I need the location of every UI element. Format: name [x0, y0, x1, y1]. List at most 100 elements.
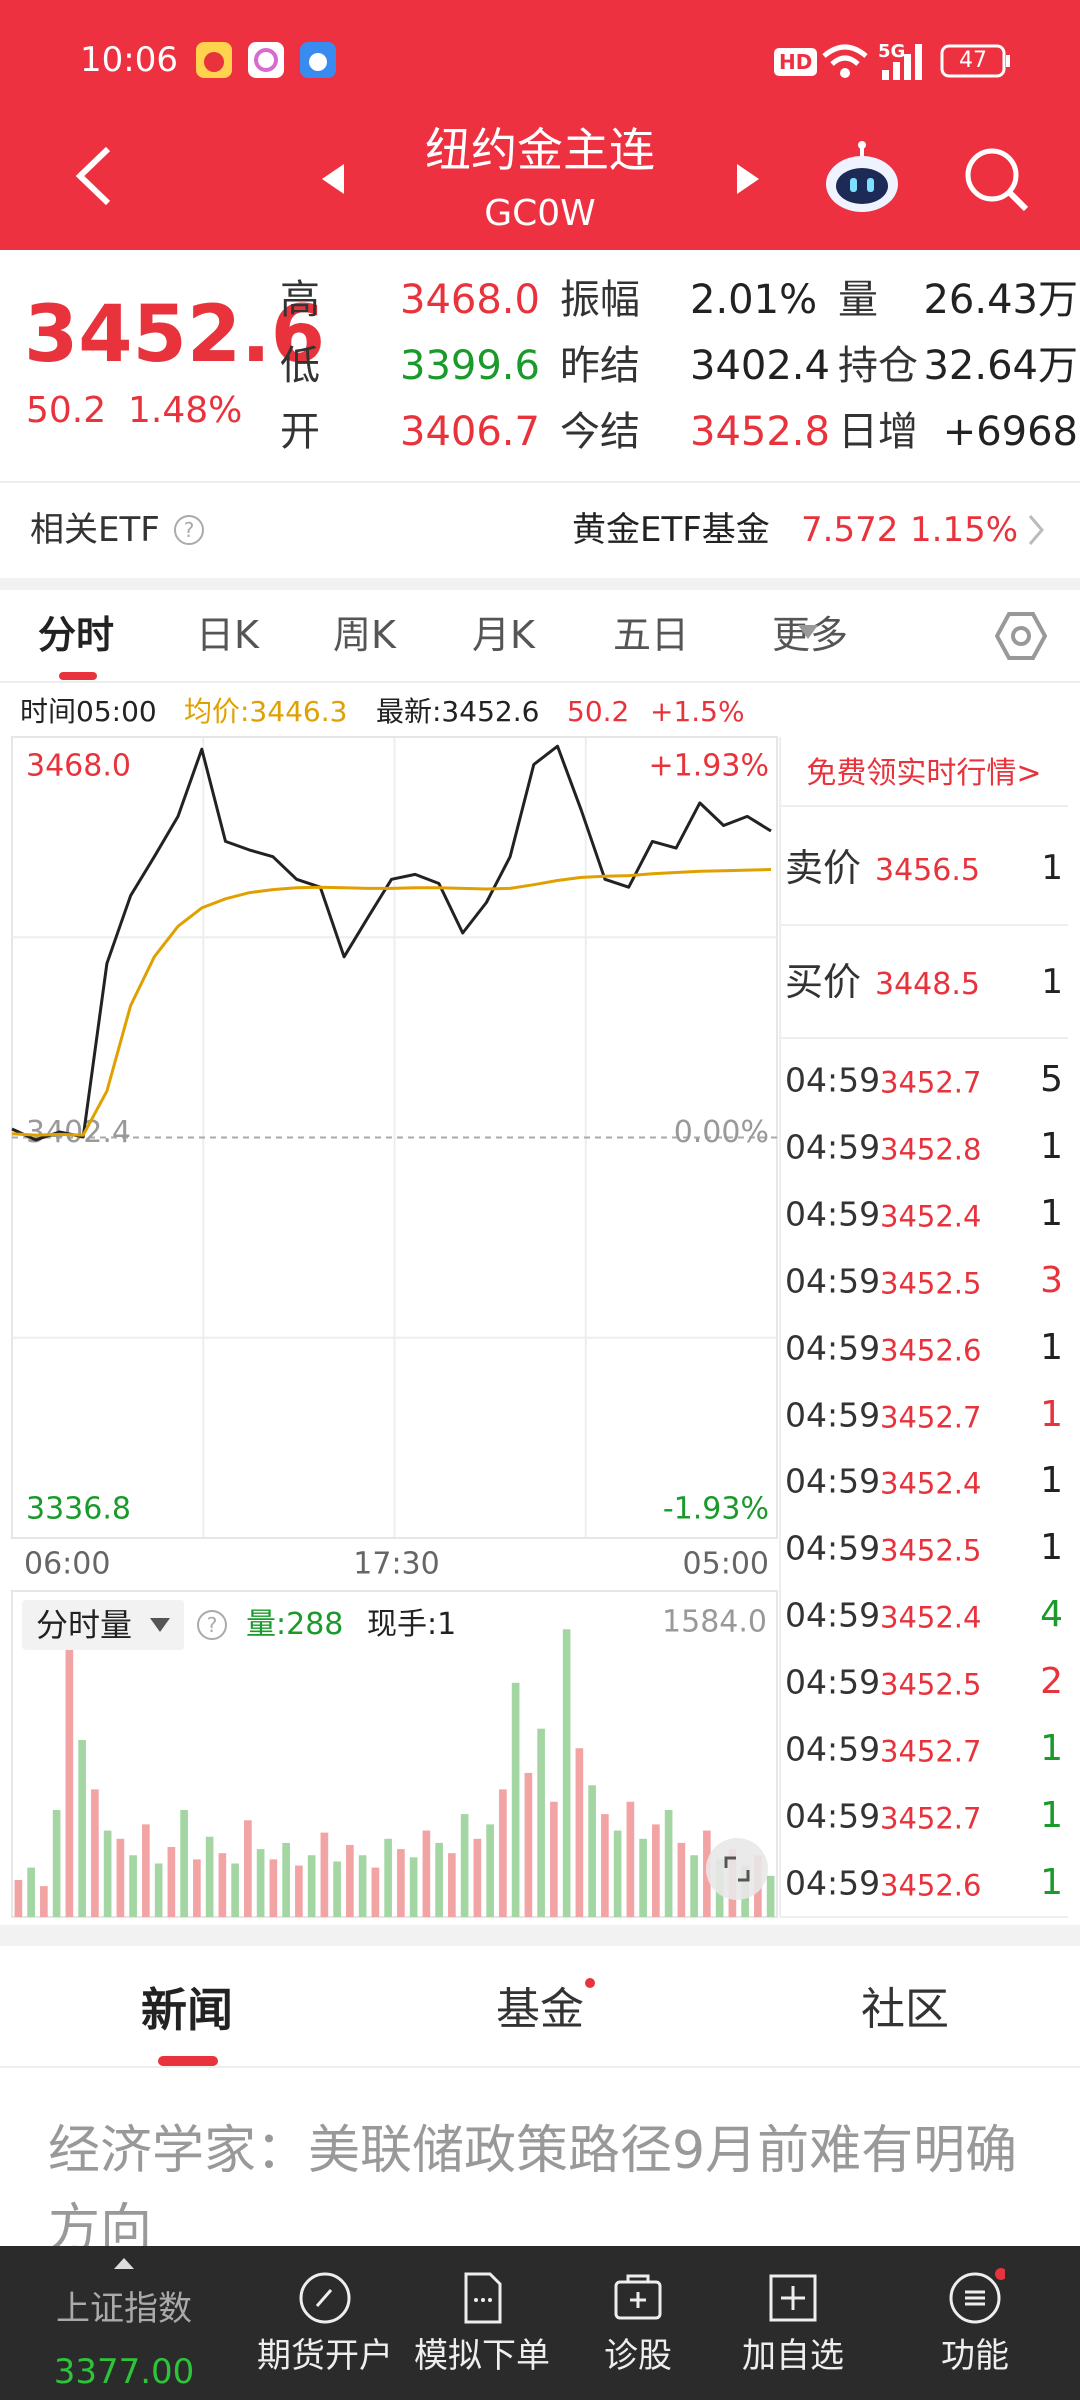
stat-label: 持仓 [838, 343, 918, 389]
trade-time: 04:59 [785, 1261, 881, 1301]
battery-level: 47 [959, 48, 987, 73]
stat-value: 3468.0 [400, 277, 540, 323]
volume-annotation: 量:288 [246, 1607, 344, 1642]
ask-price: 3456.5 [875, 853, 980, 888]
y2-tick-label: 0.00% [674, 1115, 769, 1150]
battery-icon [940, 44, 1010, 78]
volume-bar [167, 1847, 176, 1917]
expand-button[interactable] [706, 1838, 768, 1900]
price-change: 50.2 [26, 390, 107, 431]
volume-bar [27, 1867, 35, 1917]
trade-volume: 1 [1040, 1527, 1063, 1569]
chart-tab[interactable]: 五日 [613, 613, 690, 657]
news-headline[interactable]: 经济学家：美联储政策路径9月前难有明确方向 [48, 2121, 1018, 2259]
community-tab[interactable]: 社区 [861, 1984, 949, 2035]
bottom-nav [0, 2246, 1080, 2400]
ask-volume: 1 [1041, 848, 1063, 888]
trade-price: 3452.7 [880, 1801, 982, 1836]
chart-tab[interactable]: 日K [196, 613, 259, 657]
volume-bar [193, 1859, 201, 1917]
stat-value: 32.64万 [923, 343, 1078, 389]
header-title: 纽约金主连 [425, 123, 655, 177]
info-avg: 均价:3446.3 [184, 695, 348, 728]
chart-tab[interactable]: 周K [333, 613, 396, 657]
trade-volume: 1 [1040, 1460, 1063, 1502]
trade-volume: 1 [1040, 1393, 1063, 1435]
volume-bar [652, 1824, 660, 1917]
trade-price: 3452.6 [880, 1333, 982, 1368]
nav-item[interactable]: 加自选 [742, 2336, 844, 2376]
volume-bar [320, 1832, 329, 1917]
volume-bar [613, 1830, 622, 1917]
volume-bar [52, 1809, 61, 1917]
next-button[interactable] [733, 162, 763, 196]
help-icon[interactable]: ? [195, 1608, 229, 1642]
stat-value: 3406.7 [400, 409, 540, 455]
nav-item[interactable]: 期货开户 [257, 2336, 393, 2376]
search-button[interactable] [962, 145, 1030, 213]
stat-value: 3399.6 [400, 343, 540, 389]
stat-value: 2.01% [690, 277, 818, 323]
volume-bar [307, 1855, 316, 1917]
help-icon[interactable]: ? [172, 513, 206, 547]
trade-price: 3452.4 [880, 1600, 982, 1635]
volume-bar [460, 1814, 469, 1917]
bid-volume: 1 [1041, 962, 1063, 1002]
bid-price: 3448.5 [875, 967, 980, 1002]
stat-label: 开 [280, 409, 320, 455]
separator [0, 578, 1080, 590]
chart-tab[interactable]: 分时 [38, 613, 115, 657]
y2-tick-label: +1.93% [649, 749, 769, 784]
settings-button[interactable] [995, 610, 1047, 662]
nav-item[interactable]: 诊股 [604, 2336, 672, 2376]
trade-time: 04:59 [785, 1662, 881, 1702]
back-button[interactable] [70, 145, 120, 207]
badge-dot [585, 1978, 595, 1988]
etf-name[interactable]: 黄金ETF基金 [572, 510, 770, 550]
trade-time: 04:59 [785, 1328, 881, 1368]
signal-icon [882, 44, 922, 80]
volume-bar [639, 1838, 647, 1917]
chevron [1028, 515, 1044, 545]
volume-bar [677, 1842, 686, 1917]
bid-label: 买价 [785, 960, 862, 1004]
stat-label: 高 [280, 277, 320, 323]
x-tick-label: 05:00 [683, 1547, 769, 1582]
volume-bar [664, 1809, 673, 1917]
trade-volume: 2 [1040, 1661, 1063, 1703]
nav-item[interactable]: 模拟下单 [414, 2336, 550, 2376]
chart-tab[interactable]: 月K [472, 613, 535, 657]
stat-value: 26.43万 [923, 277, 1078, 323]
volume-bar [346, 1844, 354, 1917]
volume-bar [103, 1830, 112, 1917]
assistant-button[interactable] [822, 140, 902, 216]
info-change: 50.2 [567, 695, 630, 728]
wifi-icon [822, 44, 868, 78]
status-network: 5G [878, 41, 906, 62]
volume-bar [282, 1842, 290, 1917]
x-tick-label: 17:30 [353, 1547, 439, 1582]
trade-time: 04:59 [785, 1796, 881, 1836]
index-name[interactable]: 上证指数 [56, 2289, 192, 2329]
volume-bar [371, 1867, 380, 1917]
nav-icon [614, 2274, 662, 2320]
trade-volume: 1 [1040, 1861, 1063, 1903]
fund-tab[interactable]: 基金 [496, 1984, 584, 2035]
news-tab[interactable]: 新闻 [141, 1983, 233, 2037]
trade-price: 3452.5 [880, 1266, 982, 1301]
volume-bar [180, 1809, 188, 1917]
index-value: 3377.00 [53, 2352, 195, 2392]
etf-label: 相关ETF [30, 510, 160, 550]
nav-item[interactable]: 功能 [941, 2336, 1009, 2376]
header-bg [0, 0, 1080, 250]
trade-price: 3452.7 [880, 1065, 982, 1100]
trade-time: 04:59 [785, 1863, 881, 1903]
volume-bar [524, 1772, 533, 1917]
prev-button[interactable] [318, 162, 348, 196]
info-latest: 最新:3452.6 [376, 695, 540, 728]
volume-bar [116, 1838, 125, 1917]
trade-price: 3452.7 [880, 1734, 982, 1769]
promo-link[interactable]: 免费领实时行情> [806, 756, 1042, 791]
volume-bar [397, 1849, 405, 1917]
volume-title: 分时量 [36, 1606, 133, 1644]
